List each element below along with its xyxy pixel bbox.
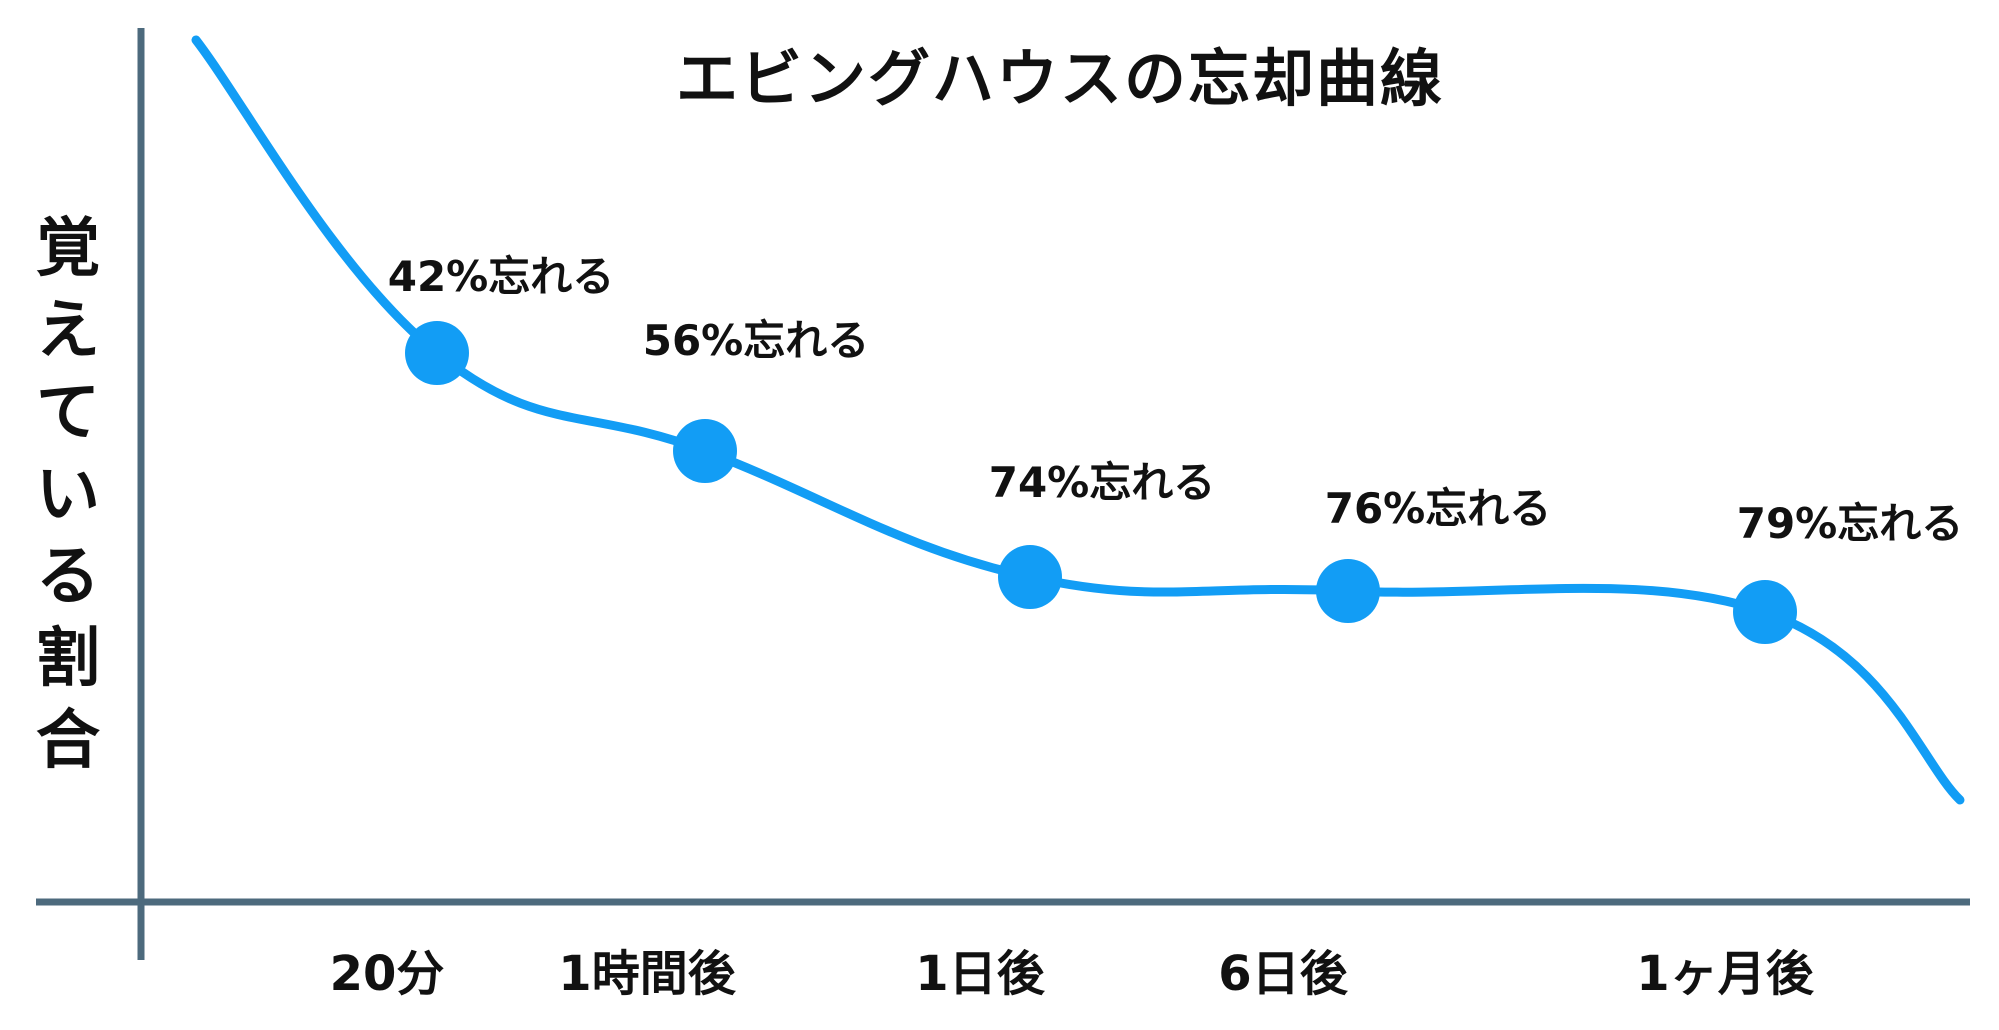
forgetting-curve-line <box>191 35 1965 805</box>
x-tick-label: 1ヶ月後 <box>1636 946 1814 1002</box>
data-label: 56%忘れる <box>643 316 870 365</box>
chart-title: エビングハウスの忘却曲線 <box>676 42 1444 115</box>
data-point <box>405 321 469 385</box>
x-tick-label: 1日後 <box>915 946 1045 1002</box>
y-axis-label-char: い <box>36 458 100 532</box>
y-axis-label-char: 合 <box>36 704 100 778</box>
data-point <box>1733 580 1797 644</box>
data-point <box>673 419 737 483</box>
x-tick-label: 20分 <box>330 946 445 1002</box>
x-tick-label: 6日後 <box>1218 946 1348 1002</box>
y-axis-label-char: 割 <box>36 622 100 696</box>
data-label: 42%忘れる <box>388 252 615 301</box>
data-label: 76%忘れる <box>1325 484 1552 533</box>
data-point <box>1316 559 1380 623</box>
x-tick-label: 1時間後 <box>558 946 736 1002</box>
y-axis-label-char: る <box>36 540 100 614</box>
x-tick-labels: 20分 1時間後 1日後 6日後 1ヶ月後 <box>330 946 1815 1002</box>
y-axis-label-char: え <box>36 294 100 368</box>
y-axis-label-char: て <box>36 376 100 450</box>
chart-marks: 42%忘れる 56%忘れる 74%忘れる 76%忘れる 79%忘れる <box>388 252 1964 644</box>
data-label: 74%忘れる <box>989 458 1216 507</box>
y-axis-label-char: 覚 <box>36 212 100 286</box>
data-label: 79%忘れる <box>1737 499 1964 548</box>
data-point <box>998 545 1062 609</box>
